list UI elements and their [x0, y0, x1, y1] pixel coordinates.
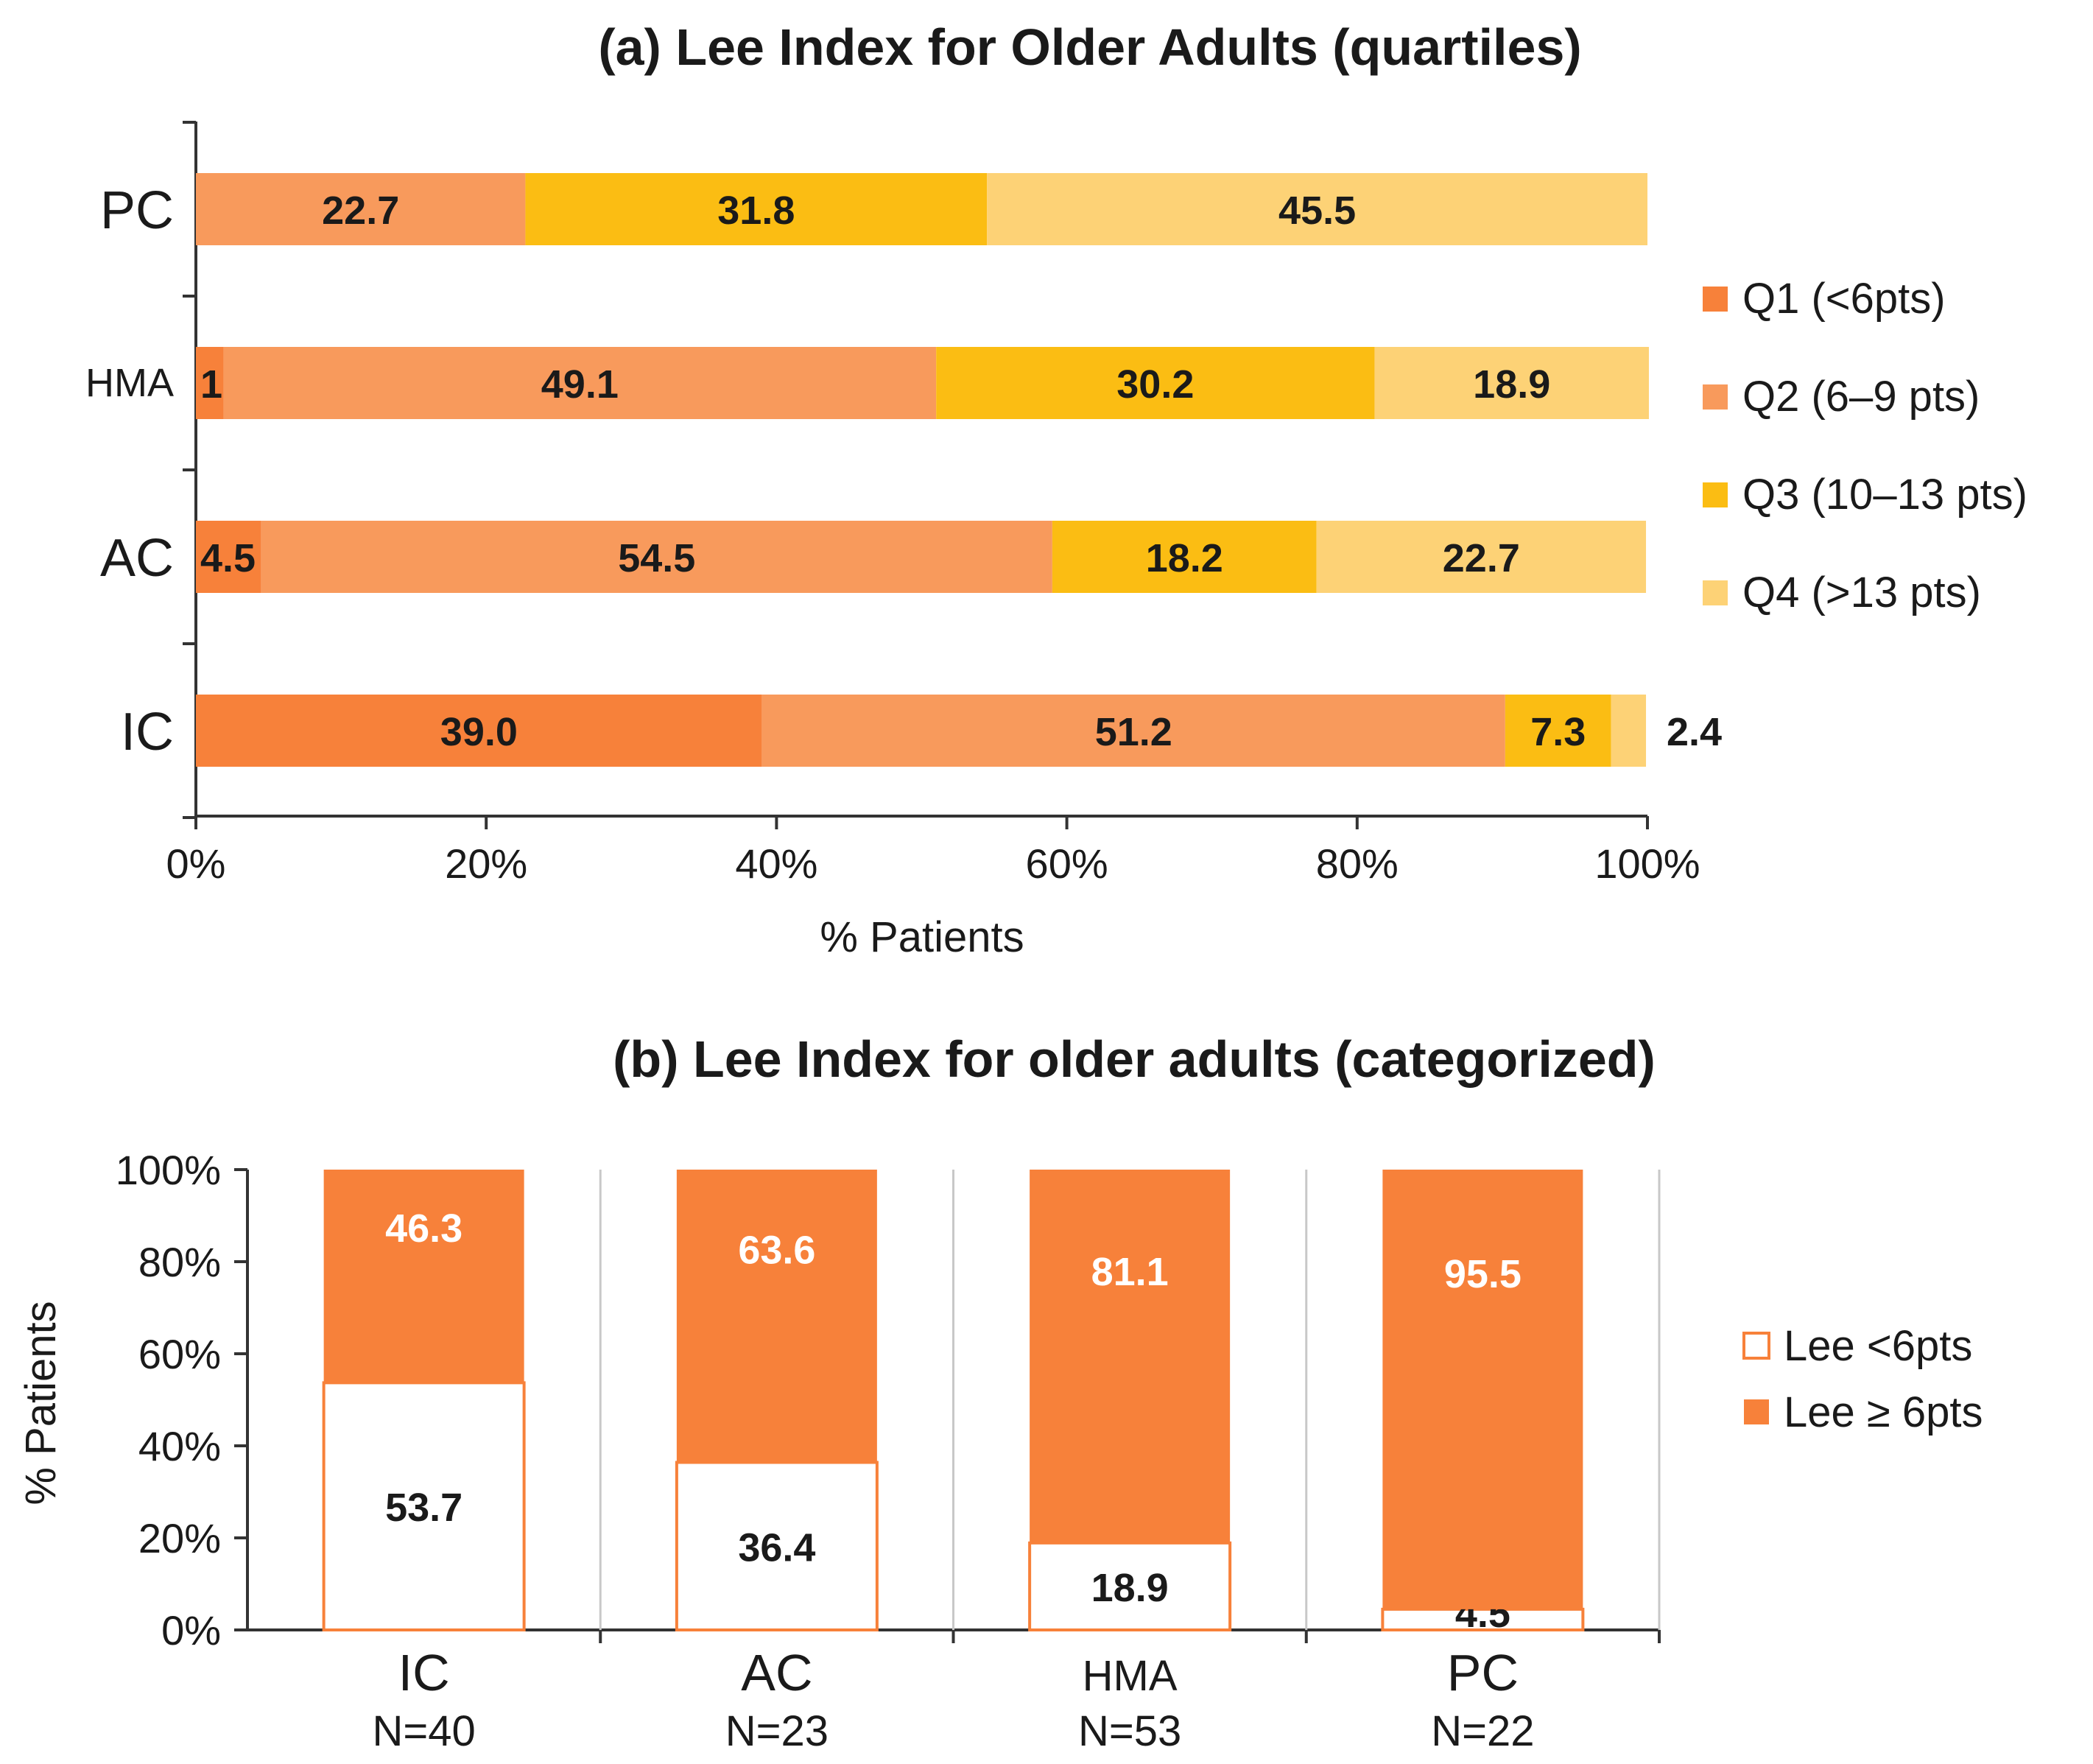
chart-a-bar-segment [196, 521, 261, 593]
chart-a-data-label: 22.7 [322, 189, 399, 233]
chart-a-x-tick-label: 0% [166, 840, 226, 887]
chart-a-x-tick-label: 40% [735, 840, 817, 887]
chart-a-x-tick-label: 60% [1026, 840, 1108, 887]
chart-b-title: (b) Lee Index for older adults (categori… [613, 1030, 1656, 1088]
chart-b-category-n: N=40 [372, 1707, 475, 1755]
chart-b-data-label: 95.5 [1444, 1252, 1522, 1296]
chart-b-legend: Lee <6pts Lee ≥ 6pts [1742, 1322, 1983, 1436]
chart-a-category-label: IC [121, 703, 174, 762]
chart-b-data-label: 53.7 [385, 1486, 462, 1530]
chart-b-bar-segment [323, 1170, 524, 1383]
chart-b-y-tick-label: 100% [116, 1147, 221, 1193]
chart-a-bar-segment [1374, 347, 1649, 419]
chart-a-bar-segment [525, 173, 988, 245]
chart-a-data-label: 2.4 [1667, 710, 1722, 754]
chart-a-data-label: 22.7 [1443, 536, 1520, 580]
chart-b-category-label: IC [398, 1644, 450, 1701]
chart-b-y-tick-label: 20% [138, 1515, 221, 1561]
chart-a-data-label: 49.1 [541, 362, 619, 407]
chart-b-data-label: 46.3 [385, 1206, 462, 1251]
chart-b-y-axis-label: % Patients [17, 1301, 65, 1505]
chart-b-bar-segment [675, 1461, 879, 1631]
chart-a-legend-swatch [1703, 482, 1728, 507]
chart-a-legend: Q1 (<6pts) Q2 (6–9 pts) Q3 (10–13 pts) Q4 (… [1703, 275, 2027, 616]
chart-b-y-tick-label: 0% [161, 1607, 221, 1654]
chart-a-bar-segment [936, 347, 1375, 419]
chart-a-data-label: 31.8 [717, 189, 795, 233]
chart-b-category-label: AC [741, 1644, 812, 1701]
chart-a-bar-segment [1611, 695, 1647, 767]
chart-a-legend-label: Q3 (10–13 pts) [1742, 471, 2027, 519]
chart-b-data-label: 81.1 [1091, 1250, 1169, 1294]
chart-a-x-axis-label: % Patients [820, 913, 1024, 961]
chart-a-data-label: 30.2 [1116, 362, 1194, 407]
chart-a-legend-label: Q2 (6–9 pts) [1742, 373, 1980, 421]
chart-b-bar-segment [1030, 1170, 1231, 1543]
chart-a-category-label: PC [100, 181, 174, 240]
chart-a-legend-label: Q1 (<6pts) [1742, 275, 1946, 323]
chart-b-legend-label: Lee ≥ 6pts [1784, 1388, 1983, 1436]
chart-a-legend-label: Q4 (>13 pts) [1742, 569, 1981, 616]
chart-b-bar-segment [676, 1170, 877, 1463]
chart-b-legend-swatch [1742, 1332, 1770, 1360]
chart-a-bar-segment [196, 347, 224, 419]
chart-a-category-label: AC [100, 529, 174, 588]
chart-a-x-tick-label: 20% [445, 840, 527, 887]
chart-b-category-n: N=22 [1431, 1707, 1534, 1755]
chart-a-data-label: 18.2 [1146, 536, 1223, 580]
chart-b-y-tick-label: 40% [138, 1423, 221, 1469]
chart-b-y-tick-label: 60% [138, 1331, 221, 1377]
chart-a-data-label: 54.5 [618, 536, 695, 580]
chart-b-category-n: N=23 [725, 1707, 829, 1755]
chart-b: % Patients Lee <6pts Lee ≥ 6pts 0% 20% 40% 6… [17, 1147, 1983, 1755]
chart-a-title: (a) Lee Index for Older Adults (quartile… [598, 18, 1581, 76]
chart-a-bar-segment [1316, 521, 1647, 593]
chart-a-data-label: 18.9 [1473, 362, 1550, 407]
chart-b-data-label: 18.9 [1091, 1566, 1169, 1610]
chart-a-data-label: 4.5 [200, 536, 256, 580]
chart-b-category-label: HMA [1083, 1652, 1178, 1700]
chart-a-legend-swatch [1703, 580, 1728, 605]
chart-b-category-n: N=53 [1078, 1707, 1181, 1755]
chart-a-bar-segment [1052, 521, 1317, 593]
chart-b-legend-swatch [1744, 1399, 1769, 1424]
chart-a-data-label: 39.0 [440, 710, 518, 754]
chart-a-data-label: 7.3 [1530, 710, 1586, 754]
chart-a-bar-segment [987, 173, 1647, 245]
chart-b-y-tick-label: 80% [138, 1239, 221, 1285]
chart-a-data-label: 45.5 [1278, 189, 1356, 233]
chart-b-bar-segment [322, 1381, 526, 1631]
chart-b-category-label: PC [1447, 1644, 1519, 1701]
chart-a-legend-swatch [1703, 287, 1728, 312]
chart-a-x-tick-label: 100% [1594, 840, 1700, 887]
chart-b-bar-segment [1382, 1170, 1583, 1609]
chart-b-bar-segment [1028, 1541, 1232, 1631]
chart-a-bar-segment [1505, 695, 1611, 767]
chart-b-data-label: 36.4 [738, 1525, 815, 1570]
chart-b-data-label: 63.6 [738, 1228, 815, 1272]
chart-a-data-label: 51.2 [1095, 710, 1172, 754]
chart-b-legend-label: Lee <6pts [1784, 1322, 1972, 1370]
chart-a-legend-swatch [1703, 384, 1728, 410]
chart-a-bar-segment [761, 695, 1505, 767]
chart-a: % Patients Q1 (<6pts) Q2 (6–9 pts) Q3 (10–… [85, 121, 2027, 961]
chart-a-category-label: HMA [85, 361, 174, 405]
chart-a-bar-segment [196, 695, 762, 767]
chart-a-bar-segment [261, 521, 1052, 593]
chart-a-bar-segment [223, 347, 937, 419]
chart-a-x-tick-label: 80% [1316, 840, 1399, 887]
chart-a-bar-segment [196, 173, 526, 245]
